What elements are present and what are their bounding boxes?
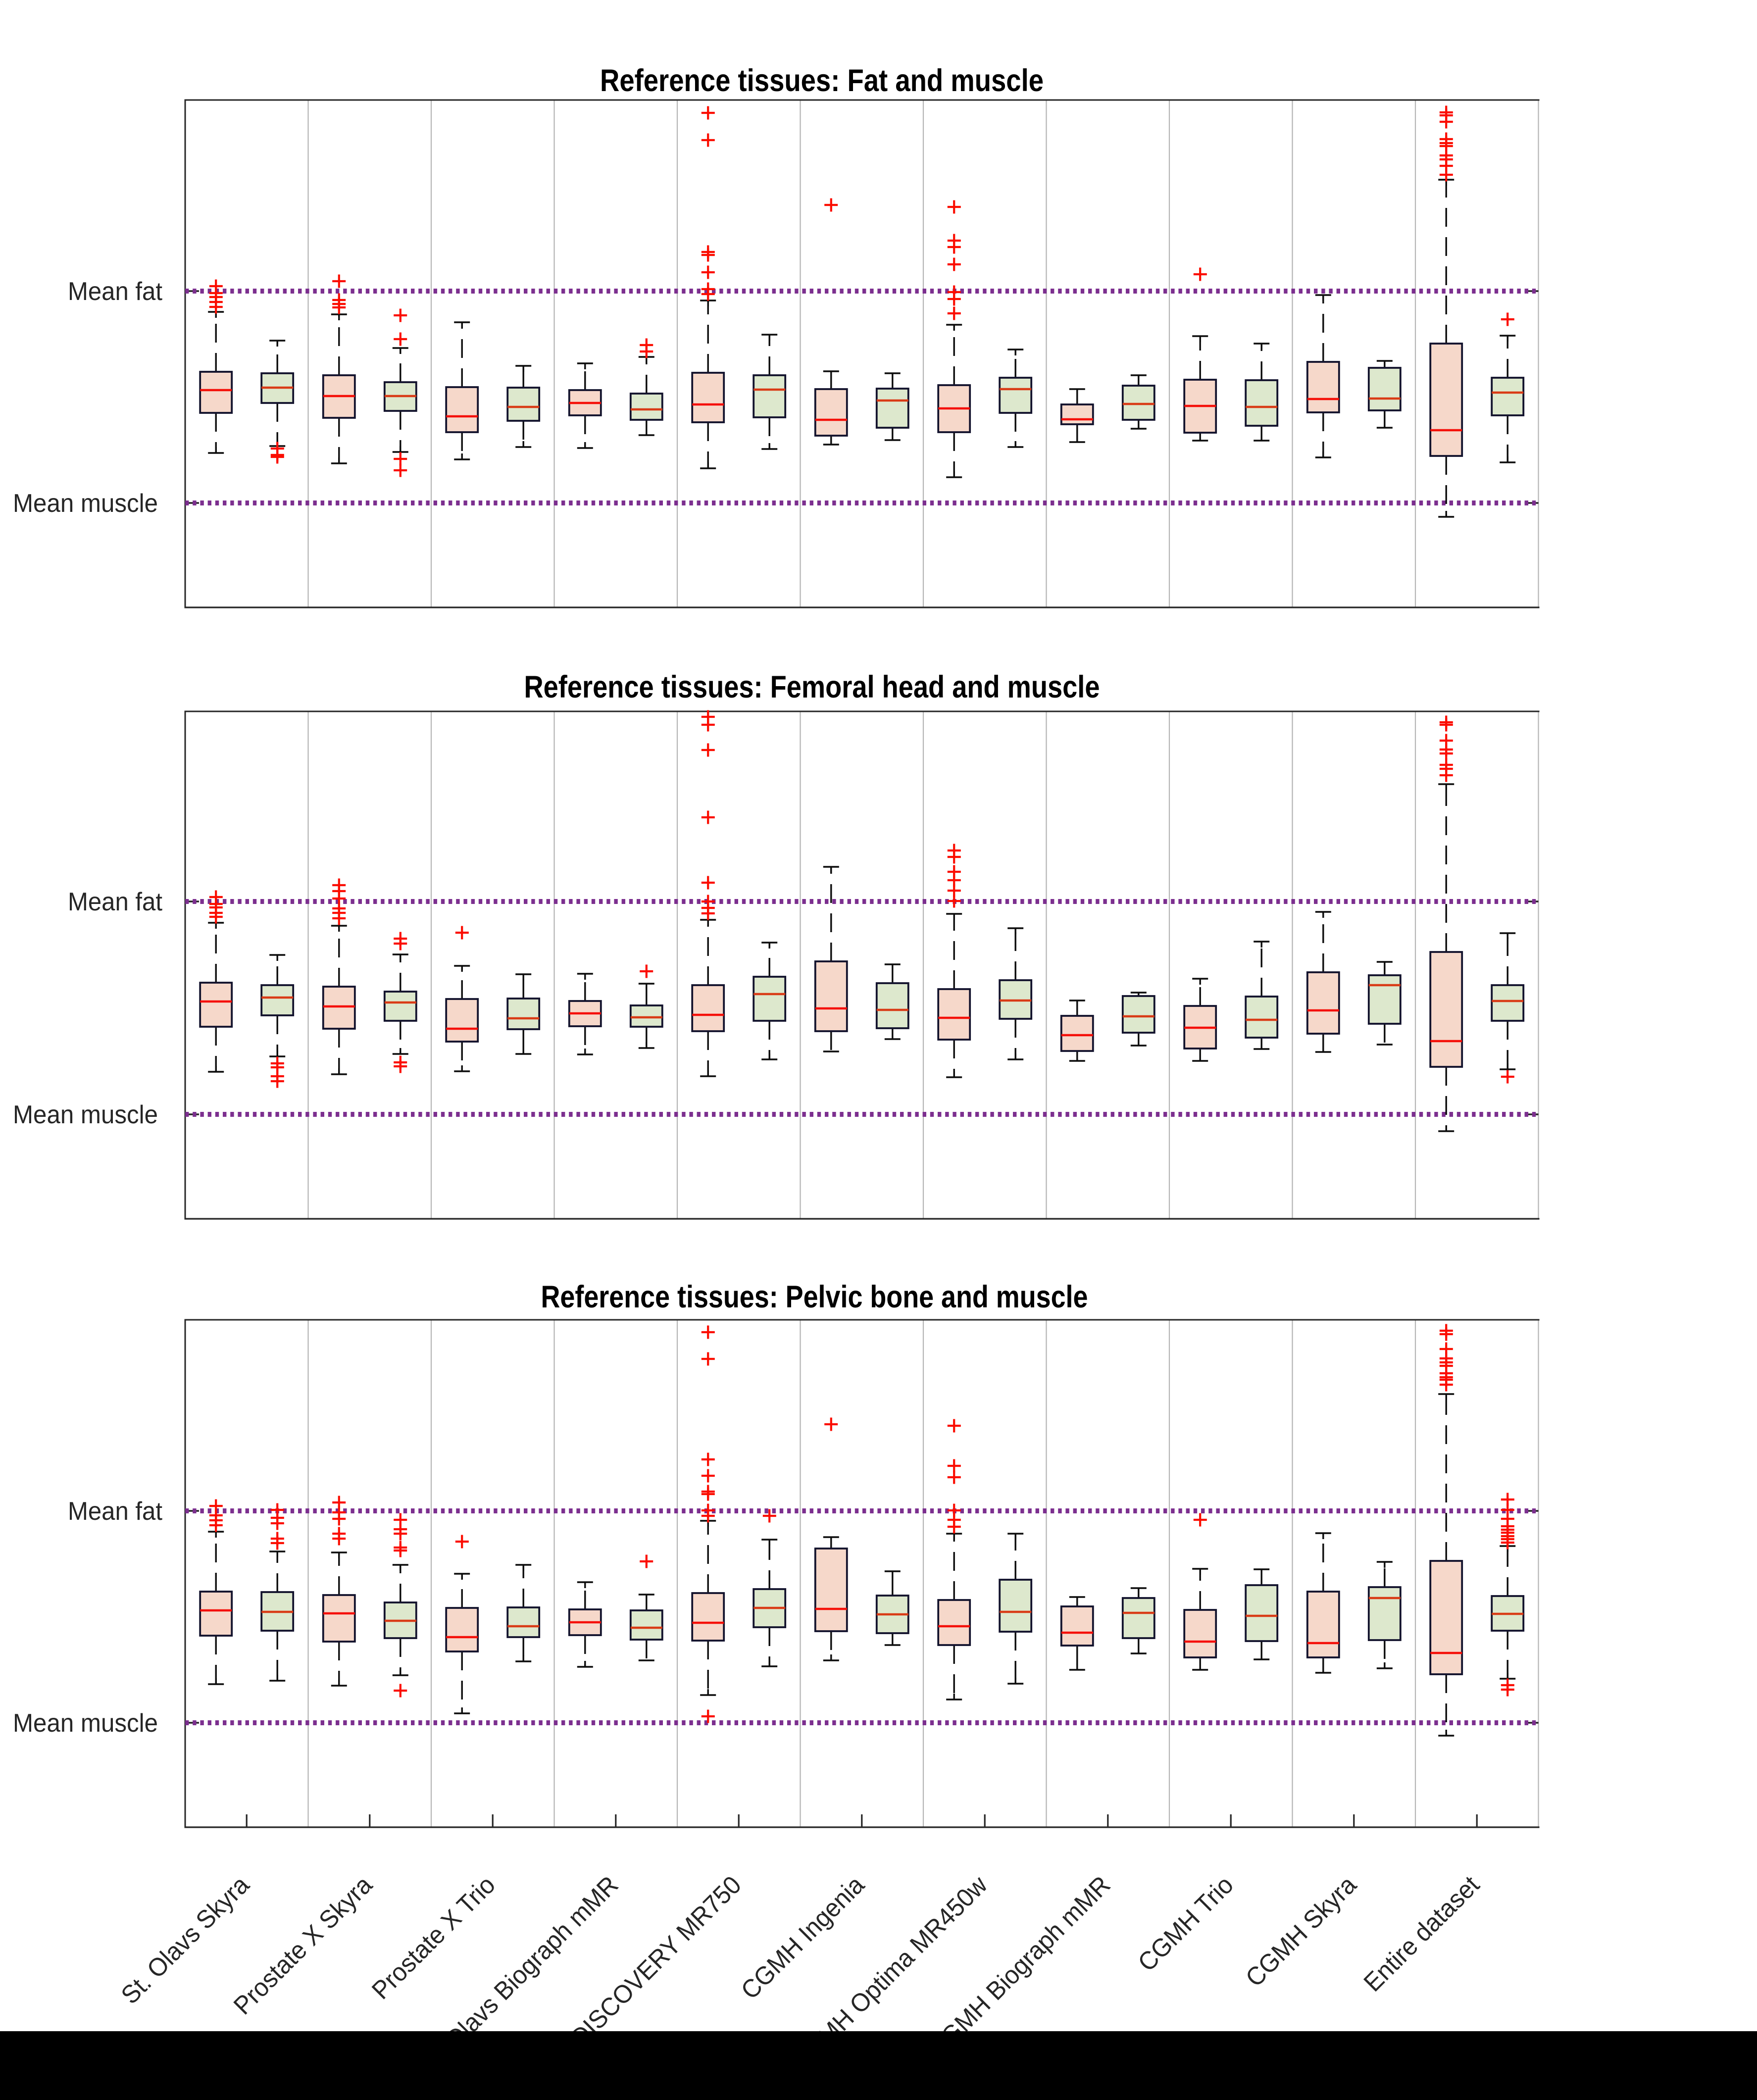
svg-text:Reference tissues: Femoral hea: Reference tissues: Femoral head and musc… bbox=[524, 670, 1100, 704]
svg-text:Mean muscle: Mean muscle bbox=[13, 1708, 158, 1737]
svg-text:Reference tissues: Fat and mus: Reference tissues: Fat and muscle bbox=[600, 63, 1044, 98]
svg-text:Mean fat: Mean fat bbox=[68, 277, 162, 305]
svg-text:Mean fat: Mean fat bbox=[68, 887, 162, 916]
svg-text:Mean muscle: Mean muscle bbox=[13, 1100, 158, 1129]
svg-text:Reference tissues: Pelvic bone: Reference tissues: Pelvic bone and muscl… bbox=[541, 1280, 1088, 1314]
svg-text:Mean muscle: Mean muscle bbox=[13, 489, 158, 517]
svg-text:Mean fat: Mean fat bbox=[68, 1497, 162, 1525]
